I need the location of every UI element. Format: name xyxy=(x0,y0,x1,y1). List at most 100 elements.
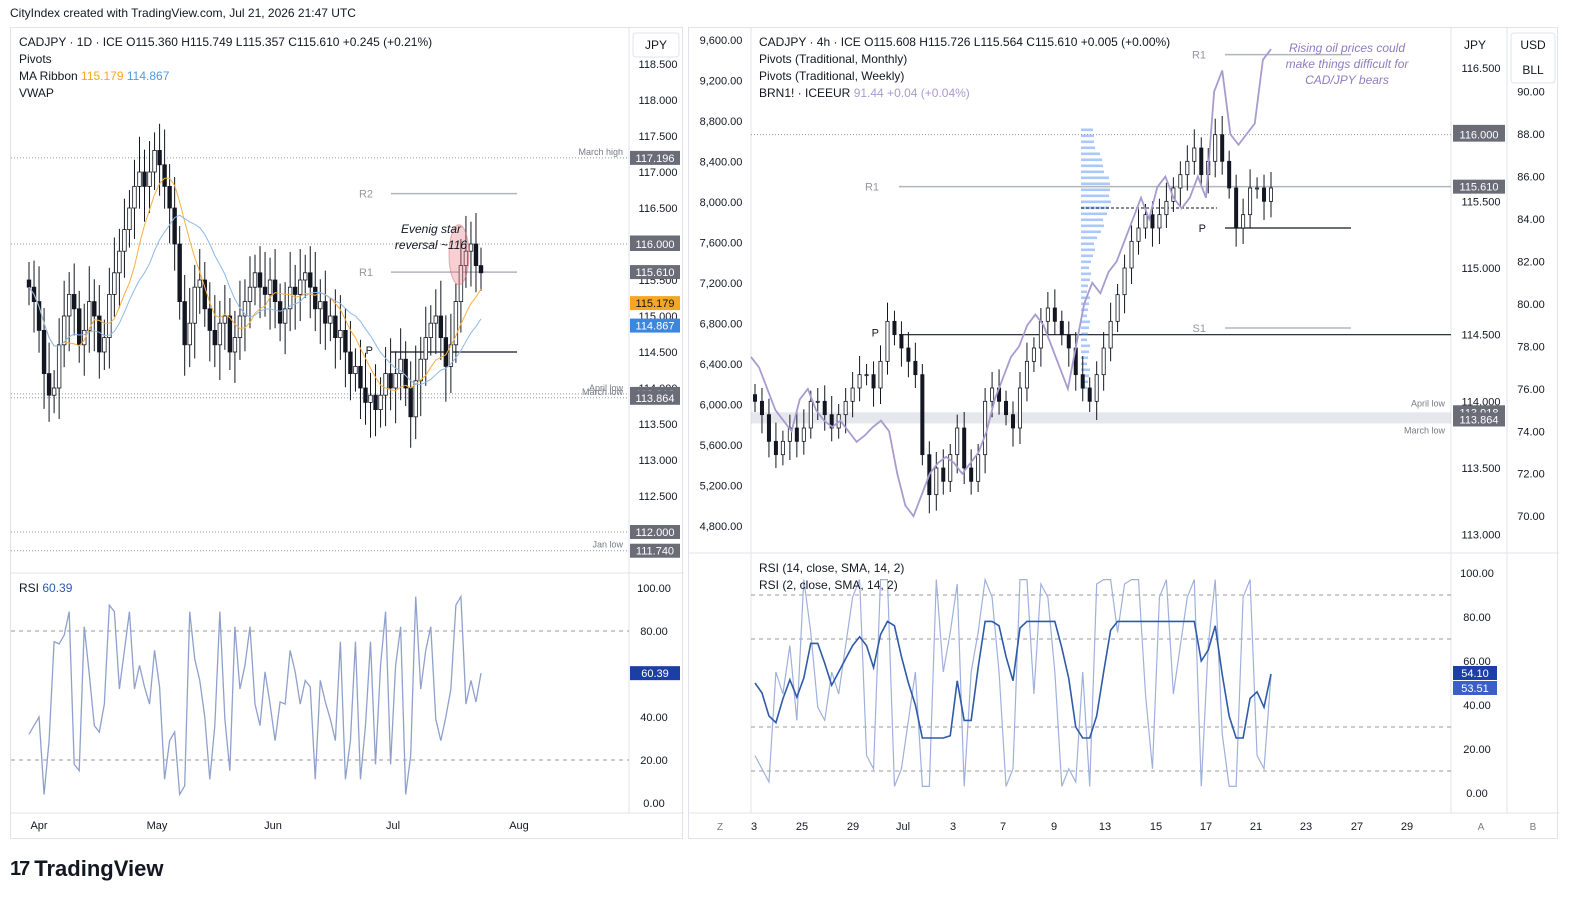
right-candle-body xyxy=(780,440,785,456)
right-price-tick: 113.000 xyxy=(1462,530,1501,542)
left-candle-body xyxy=(478,265,484,274)
left-rsi-tick: 20.00 xyxy=(640,755,668,767)
right-candle-body xyxy=(1122,267,1127,296)
right-currency-left: JPY xyxy=(1464,38,1486,52)
right-left-axis-tick: 5,600.00 xyxy=(700,440,743,452)
left-annotation-line1: Evenig star xyxy=(401,222,462,236)
left-candle-body xyxy=(308,272,313,288)
right-candle-body xyxy=(871,374,876,389)
left-candle-body xyxy=(247,286,253,303)
left-y-tick: 118.000 xyxy=(639,95,678,107)
right-price-label-bg xyxy=(1453,412,1505,427)
right-candle-body xyxy=(1045,307,1050,322)
right-volume-profile-bar xyxy=(1081,128,1093,132)
left-price-label-bg xyxy=(630,390,680,405)
right-rsi-tick: 40.00 xyxy=(1463,700,1491,712)
left-candle-body xyxy=(313,286,318,310)
left-candle-body xyxy=(197,279,202,288)
right-price-label: 113.864 xyxy=(1460,414,1499,426)
right-oil-tick: 82.00 xyxy=(1517,256,1545,268)
right-candle-body xyxy=(794,427,799,442)
right-candle-body xyxy=(1004,400,1009,416)
left-rsi-tick: 100.00 xyxy=(637,583,671,595)
left-candle-body xyxy=(212,329,218,346)
right-candle-body xyxy=(1024,360,1029,389)
right-volume-profile-bar xyxy=(1081,182,1110,186)
right-candle-body xyxy=(1136,227,1141,242)
left-candle-body xyxy=(182,301,187,346)
left-price-label: 115.179 xyxy=(636,298,675,310)
right-volume-profile-bar xyxy=(1081,326,1089,330)
right-candle-body xyxy=(1017,387,1022,429)
left-candle-body xyxy=(353,365,358,374)
right-left-axis-tick: 4,800.00 xyxy=(700,521,743,533)
left-price-label-bg xyxy=(630,237,680,251)
left-price-label-bg xyxy=(630,543,680,558)
right-volume-profile-bar xyxy=(1081,146,1095,150)
right-volume-profile-bar xyxy=(1081,350,1089,354)
right-volume-profile-bar xyxy=(1081,272,1091,276)
right-chart-panel[interactable]: JPY USD BLL 9,600.00 9,200.00 8,800.00 8,400.0… xyxy=(688,27,1559,840)
right-volume-profile-bar xyxy=(1081,260,1091,264)
right-x-label: 3 xyxy=(751,821,757,833)
right-volume-profile-bar xyxy=(1081,338,1087,342)
right-candle-body xyxy=(1066,334,1071,349)
right-chart-svg[interactable]: JPY USD BLL 9,600.00 9,200.00 8,800.00 8,400.0… xyxy=(689,28,1559,840)
left-chart-svg[interactable]: JPY 118.500 118.000 117.500 117.000 116.500 11… xyxy=(11,28,684,840)
right-candle-body xyxy=(1262,187,1267,202)
right-volume-profile-bar xyxy=(1081,296,1090,300)
right-candle-body xyxy=(948,454,953,482)
right-price-tick: 116.500 xyxy=(1462,63,1501,75)
right-rsi14-value-tag: 54.10 xyxy=(1461,668,1489,680)
right-candle-body xyxy=(1052,307,1057,322)
right-left-axis-tick: 9,200.00 xyxy=(700,76,743,88)
right-legend-brn: BRN1! · ICEEUR 91.44 +0.04 (+0.04%) xyxy=(759,85,1170,102)
left-legend: CADJPY · 1D · ICE O115.360 H115.749 L115… xyxy=(19,34,432,102)
right-volume-profile-bar xyxy=(1081,320,1090,324)
right-candle-body xyxy=(753,394,758,402)
left-rsi-tick: 0.00 xyxy=(643,798,664,810)
left-legend-ma-label: MA Ribbon xyxy=(19,69,78,83)
right-candle-body xyxy=(976,454,981,482)
right-candle-body xyxy=(857,374,862,389)
left-y-tick: 117.000 xyxy=(639,167,678,179)
left-candle-body xyxy=(132,185,137,209)
left-candle-body xyxy=(287,286,293,310)
right-volume-profile-bar xyxy=(1081,368,1090,372)
right-candle-body xyxy=(1241,214,1246,229)
right-volume-profile-bar xyxy=(1081,308,1088,312)
right-rsi-tick: 100.00 xyxy=(1460,568,1494,580)
right-rsi2-value-tag-bg xyxy=(1453,680,1497,695)
left-rsi-value-tag-bg xyxy=(630,666,680,681)
left-candle-body xyxy=(72,293,77,310)
right-x-label: 25 xyxy=(796,821,808,833)
right-legend: CADJPY · 4h · ICE O115.608 H115.726 L115… xyxy=(759,34,1170,102)
right-price-label-bg xyxy=(1453,179,1505,194)
right-candle-body xyxy=(885,320,890,362)
left-candle-body xyxy=(458,265,464,303)
right-rsi-tick: 20.00 xyxy=(1463,744,1491,756)
right-candle-body xyxy=(1031,347,1036,362)
left-chart-panel[interactable]: JPY 118.500 118.000 117.500 117.000 116.500 11… xyxy=(10,27,684,840)
left-candle-body xyxy=(373,394,378,411)
right-price-label: 116.000 xyxy=(1460,130,1499,142)
left-candle-body xyxy=(137,171,142,187)
right-volume-profile-bar xyxy=(1081,344,1090,348)
left-candle-body xyxy=(292,286,298,295)
left-rsi-value-tag: 60.39 xyxy=(641,668,669,680)
left-candle-body xyxy=(393,373,398,389)
right-candle-body xyxy=(843,400,848,416)
right-z-button: Z xyxy=(717,822,723,833)
left-price-label: 115.610 xyxy=(636,267,675,279)
right-pivot-p-monthly-label: P xyxy=(872,328,879,340)
right-x-label: 3 xyxy=(950,821,956,833)
left-candle-body xyxy=(272,279,278,303)
left-candle-body xyxy=(388,373,393,389)
right-volume-profile-bar xyxy=(1081,206,1109,210)
right-volume-profile-bar xyxy=(1081,200,1111,204)
left-y-tick: 113.000 xyxy=(639,455,678,467)
right-legend-weekly: Pivots (Traditional, Weekly) xyxy=(759,69,905,83)
right-candle-body xyxy=(1080,374,1085,389)
right-volume-profile-bar xyxy=(1081,158,1102,162)
right-candle-body xyxy=(990,387,995,402)
